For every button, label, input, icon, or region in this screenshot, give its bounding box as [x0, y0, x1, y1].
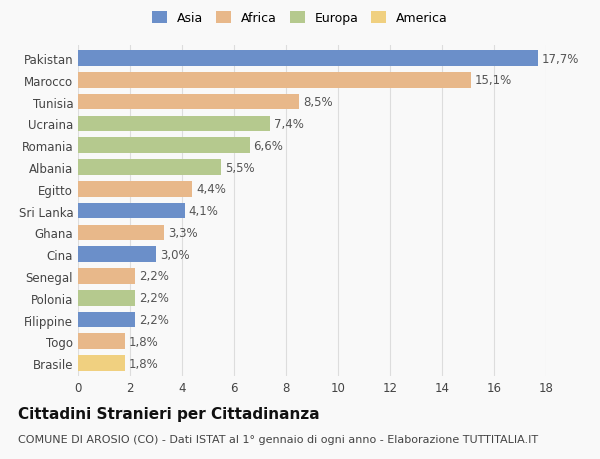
Bar: [78, 51, 538, 67]
Text: 4,4%: 4,4%: [196, 183, 226, 196]
Text: 1,8%: 1,8%: [128, 357, 158, 370]
Text: 5,5%: 5,5%: [225, 161, 254, 174]
Bar: [78, 225, 164, 241]
Bar: [78, 247, 156, 263]
Bar: [78, 290, 135, 306]
Text: 17,7%: 17,7%: [542, 52, 580, 66]
Text: 1,8%: 1,8%: [128, 335, 158, 348]
Text: 15,1%: 15,1%: [475, 74, 512, 87]
Legend: Asia, Africa, Europa, America: Asia, Africa, Europa, America: [149, 9, 451, 29]
Text: 6,6%: 6,6%: [254, 140, 283, 152]
Bar: [78, 334, 125, 349]
Text: 7,4%: 7,4%: [274, 118, 304, 131]
Text: 8,5%: 8,5%: [303, 96, 332, 109]
Bar: [78, 182, 193, 197]
Bar: [78, 138, 250, 154]
Text: 3,3%: 3,3%: [168, 226, 197, 239]
Bar: [78, 73, 470, 89]
Text: 4,1%: 4,1%: [188, 205, 218, 218]
Text: 3,0%: 3,0%: [160, 248, 190, 261]
Text: 2,2%: 2,2%: [139, 313, 169, 326]
Text: Cittadini Stranieri per Cittadinanza: Cittadini Stranieri per Cittadinanza: [18, 406, 320, 421]
Text: COMUNE DI AROSIO (CO) - Dati ISTAT al 1° gennaio di ogni anno - Elaborazione TUT: COMUNE DI AROSIO (CO) - Dati ISTAT al 1°…: [18, 434, 538, 444]
Text: 2,2%: 2,2%: [139, 291, 169, 305]
Bar: [78, 312, 135, 328]
Bar: [78, 356, 125, 371]
Bar: [78, 203, 185, 219]
Bar: [78, 269, 135, 284]
Bar: [78, 160, 221, 175]
Bar: [78, 95, 299, 110]
Text: 2,2%: 2,2%: [139, 270, 169, 283]
Bar: [78, 116, 271, 132]
